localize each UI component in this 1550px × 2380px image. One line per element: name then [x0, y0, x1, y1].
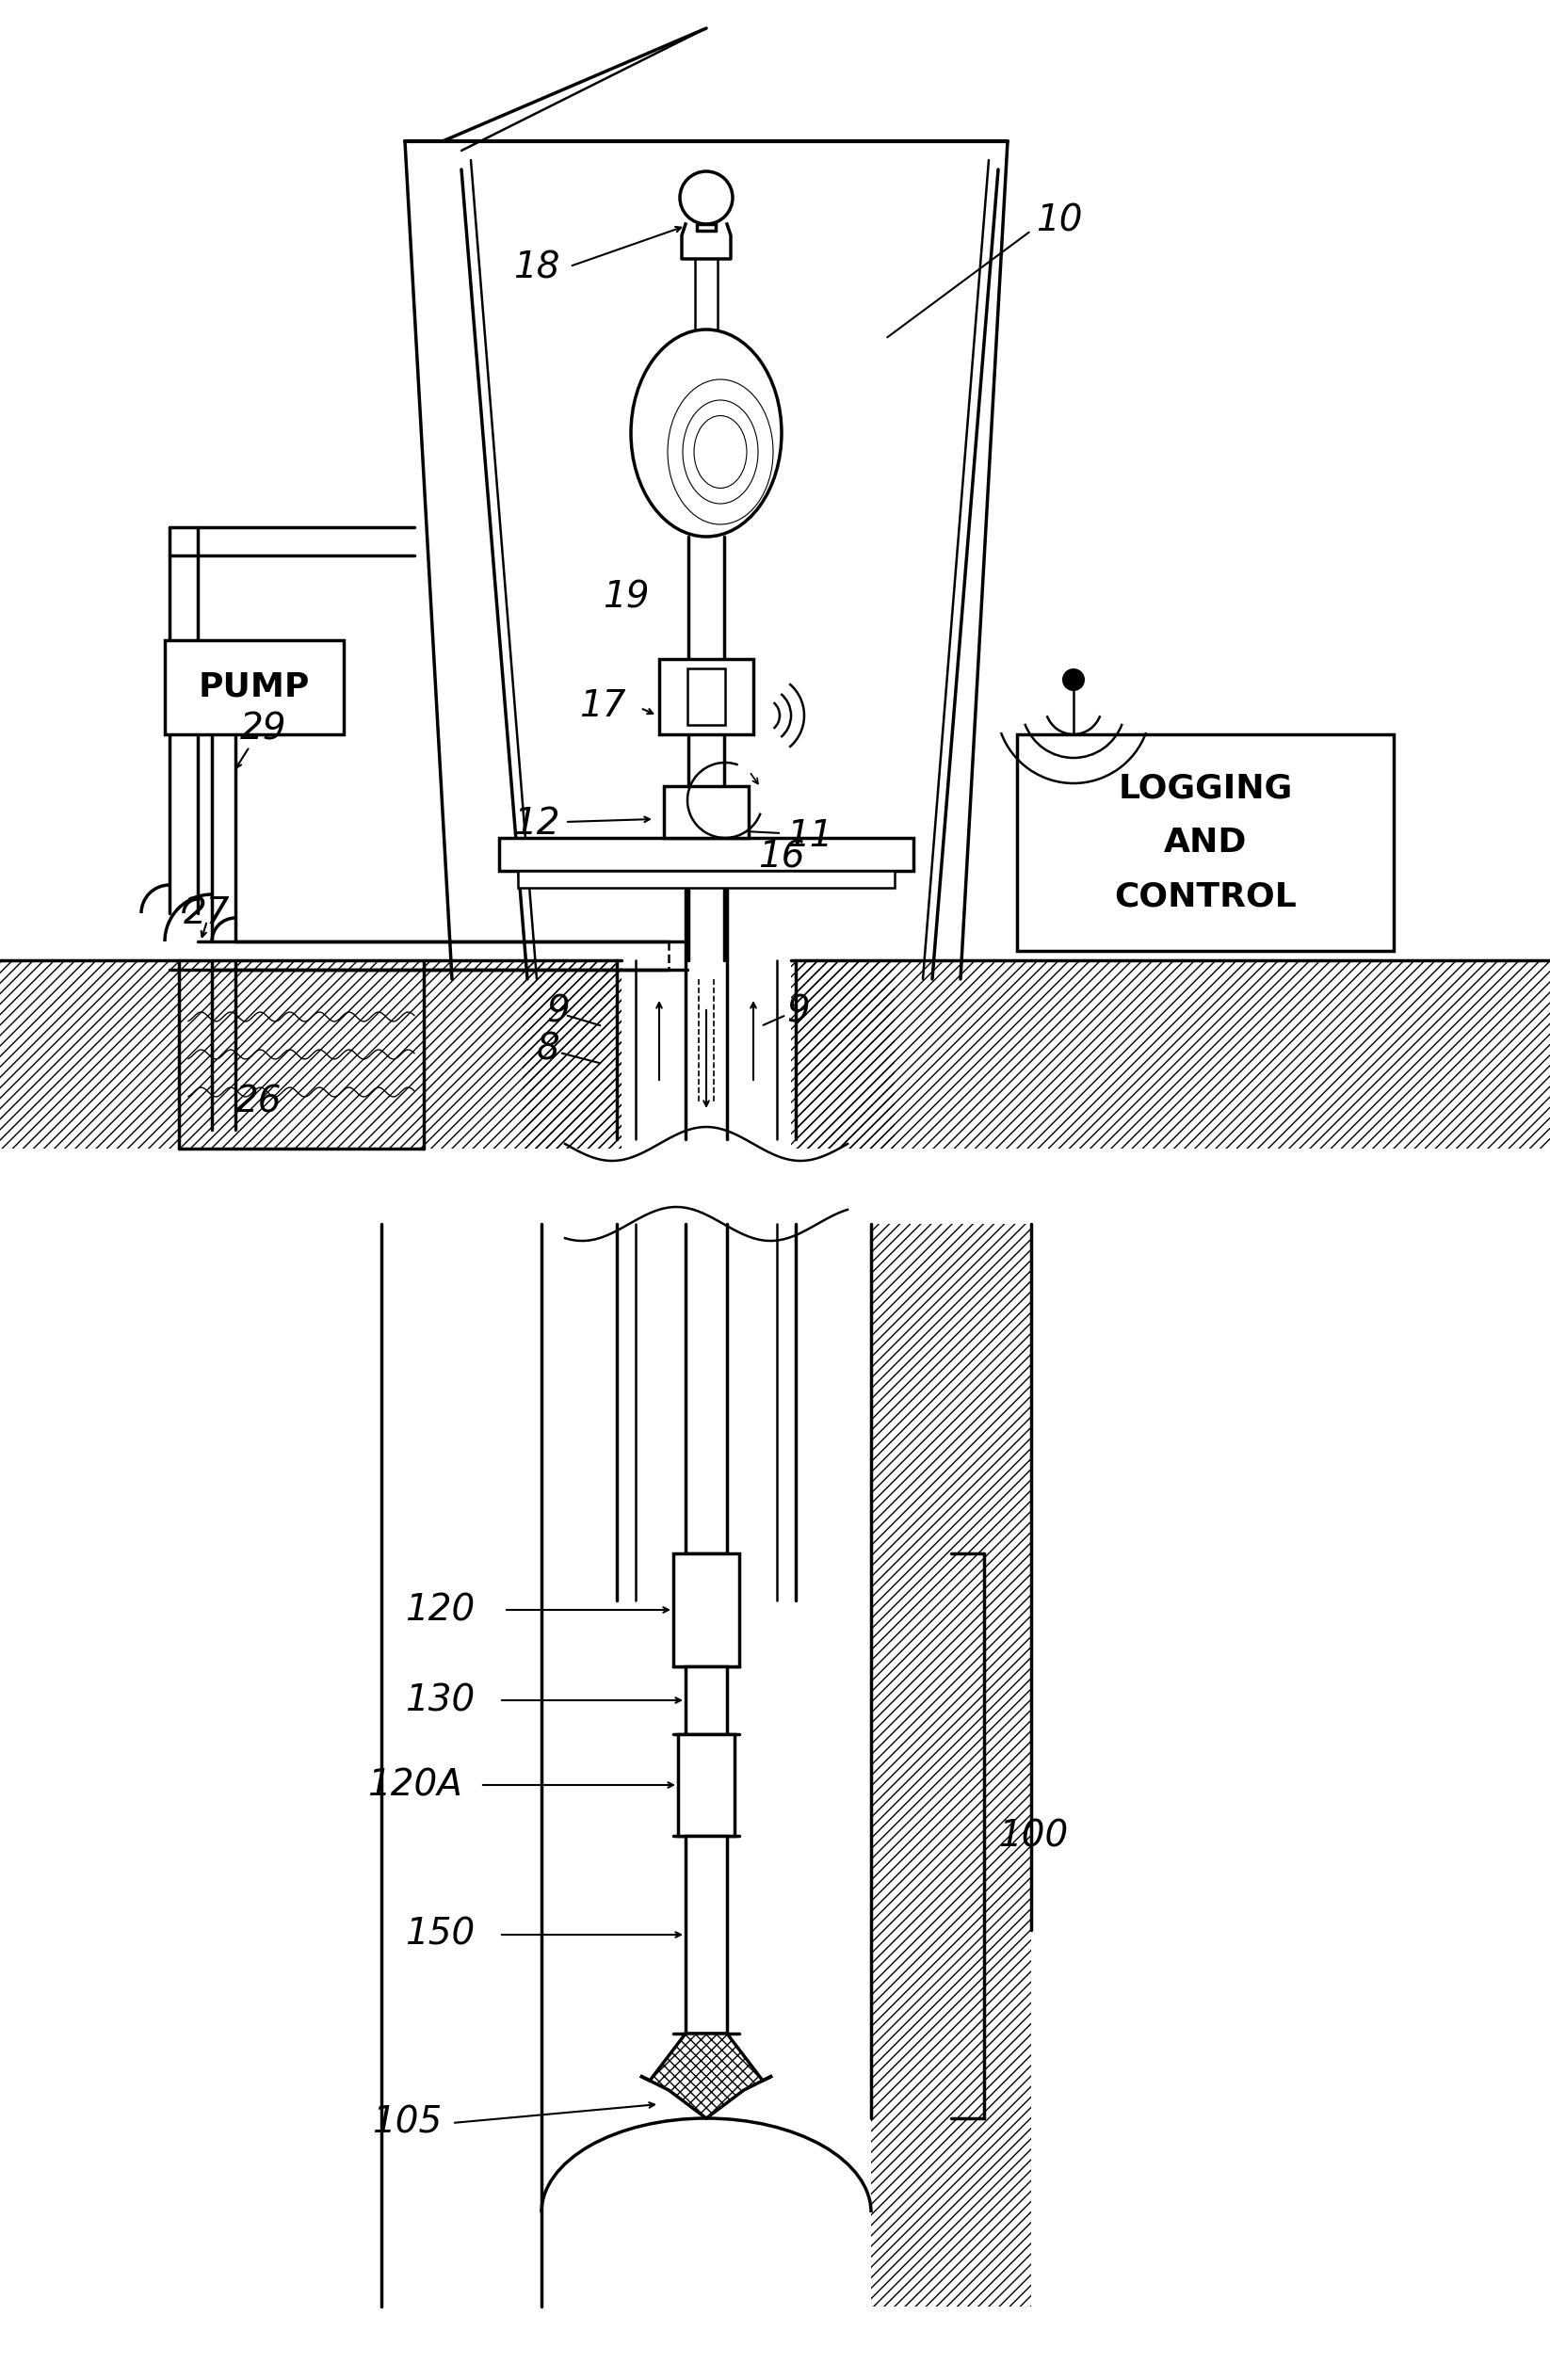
Text: 29: 29	[240, 712, 287, 747]
Bar	[499, 838, 913, 871]
Bar	[518, 871, 894, 888]
Polygon shape	[640, 2033, 772, 2118]
Bar	[659, 659, 753, 735]
Bar	[1017, 735, 1393, 952]
Bar	[687, 669, 725, 726]
Bar	[0, 959, 622, 1150]
Bar	[685, 1835, 727, 2033]
Bar	[663, 785, 749, 838]
Text: CONTROL: CONTROL	[1114, 881, 1296, 914]
Bar	[685, 1666, 727, 1735]
Bar	[164, 640, 344, 735]
Text: 120: 120	[405, 1592, 474, 1628]
Bar	[677, 1735, 735, 1835]
Bar	[522, 959, 622, 1150]
Text: 130: 130	[405, 1683, 474, 1718]
Bar	[790, 959, 1550, 1150]
Bar	[871, 1223, 1031, 2306]
Text: 9: 9	[546, 995, 569, 1031]
Text: 10: 10	[1035, 202, 1082, 238]
Text: LOGGING: LOGGING	[1118, 774, 1293, 804]
Text: 8: 8	[536, 1033, 560, 1069]
Bar	[673, 1554, 739, 1666]
Text: 27: 27	[183, 895, 231, 931]
Circle shape	[1062, 669, 1085, 690]
Text: 11: 11	[786, 819, 832, 854]
Bar	[795, 959, 894, 1150]
Text: 120A: 120A	[367, 1766, 462, 1804]
Text: 105: 105	[372, 2104, 442, 2142]
Ellipse shape	[631, 328, 781, 536]
Text: 19: 19	[603, 581, 649, 616]
Text: AND: AND	[1164, 826, 1246, 859]
Text: 150: 150	[405, 1916, 474, 1952]
Text: 9: 9	[786, 995, 809, 1031]
Text: 100: 100	[998, 1818, 1068, 1854]
Text: 18: 18	[513, 250, 560, 286]
Text: 26: 26	[236, 1083, 282, 1119]
Text: 16: 16	[758, 838, 804, 873]
Text: 17: 17	[580, 688, 626, 724]
Text: 12: 12	[513, 807, 560, 843]
Text: PUMP: PUMP	[198, 671, 310, 702]
